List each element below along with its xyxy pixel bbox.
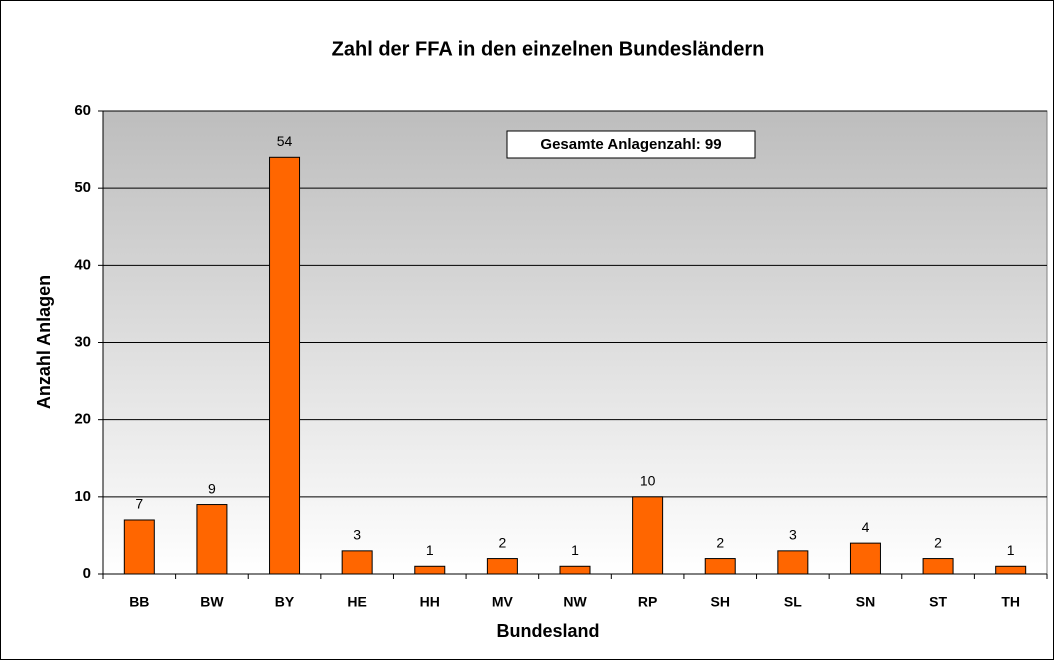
bar (995, 565, 1027, 575)
bar (777, 550, 809, 575)
x-axis-label: Bundesland (496, 621, 599, 641)
x-tick-label: RP (638, 594, 657, 610)
y-tick-label: 0 (83, 565, 91, 582)
x-tick-label: NW (563, 594, 587, 610)
value-label: 2 (498, 534, 506, 550)
value-label: 10 (640, 473, 656, 489)
x-tick-label: BB (129, 594, 149, 610)
value-label: 3 (789, 527, 797, 543)
value-label: 3 (353, 527, 361, 543)
value-label: 1 (571, 542, 579, 558)
chart-title: Zahl der FFA in den einzelnen Bundesländ… (332, 38, 765, 60)
x-tick-label: SL (784, 594, 802, 610)
y-tick-label: 60 (74, 102, 91, 119)
value-label: 7 (135, 496, 143, 512)
bar (922, 558, 954, 575)
value-label: 2 (716, 534, 724, 550)
x-tick-label: BY (275, 594, 295, 610)
bar (559, 565, 591, 575)
value-label: 2 (934, 534, 942, 550)
bar (704, 558, 736, 575)
bar (269, 156, 301, 575)
annotation: Gesamte Anlagenzahl: 99 (540, 136, 721, 153)
annotation-box (506, 130, 756, 159)
bar (414, 565, 446, 575)
value-label: 9 (208, 480, 216, 496)
value-label: 54 (277, 133, 293, 149)
x-tick-label: HE (347, 594, 366, 610)
y-tick-label: 20 (74, 411, 91, 428)
bar (486, 558, 518, 575)
x-tick-label: HH (420, 594, 440, 610)
y-tick-label: 30 (74, 333, 91, 350)
y-axis-label: Anzahl Anlagen (34, 275, 54, 409)
x-tick-label: SN (856, 594, 875, 610)
y-tick-label: 40 (74, 256, 91, 273)
value-label: 1 (1007, 542, 1015, 558)
x-tick-label: TH (1001, 594, 1020, 610)
marks: 0 10 20 30 40 50 60 BB 7 BW 9 BY 54 HE 3 HH 1 MV 2 NW 1 RP 10 S… (74, 102, 1048, 610)
bar (632, 496, 664, 575)
x-tick-label: SH (711, 594, 730, 610)
y-tick-label: 50 (74, 179, 91, 196)
value-label: 4 (862, 519, 870, 535)
bar (849, 542, 881, 575)
x-tick-label: BW (200, 594, 224, 610)
value-label: 1 (426, 542, 434, 558)
y-tick-label: 10 (74, 488, 91, 505)
x-tick-label: ST (929, 594, 947, 610)
x-tick-label: MV (492, 594, 514, 610)
bar (341, 550, 373, 575)
bar (123, 519, 155, 575)
bar (196, 504, 228, 575)
